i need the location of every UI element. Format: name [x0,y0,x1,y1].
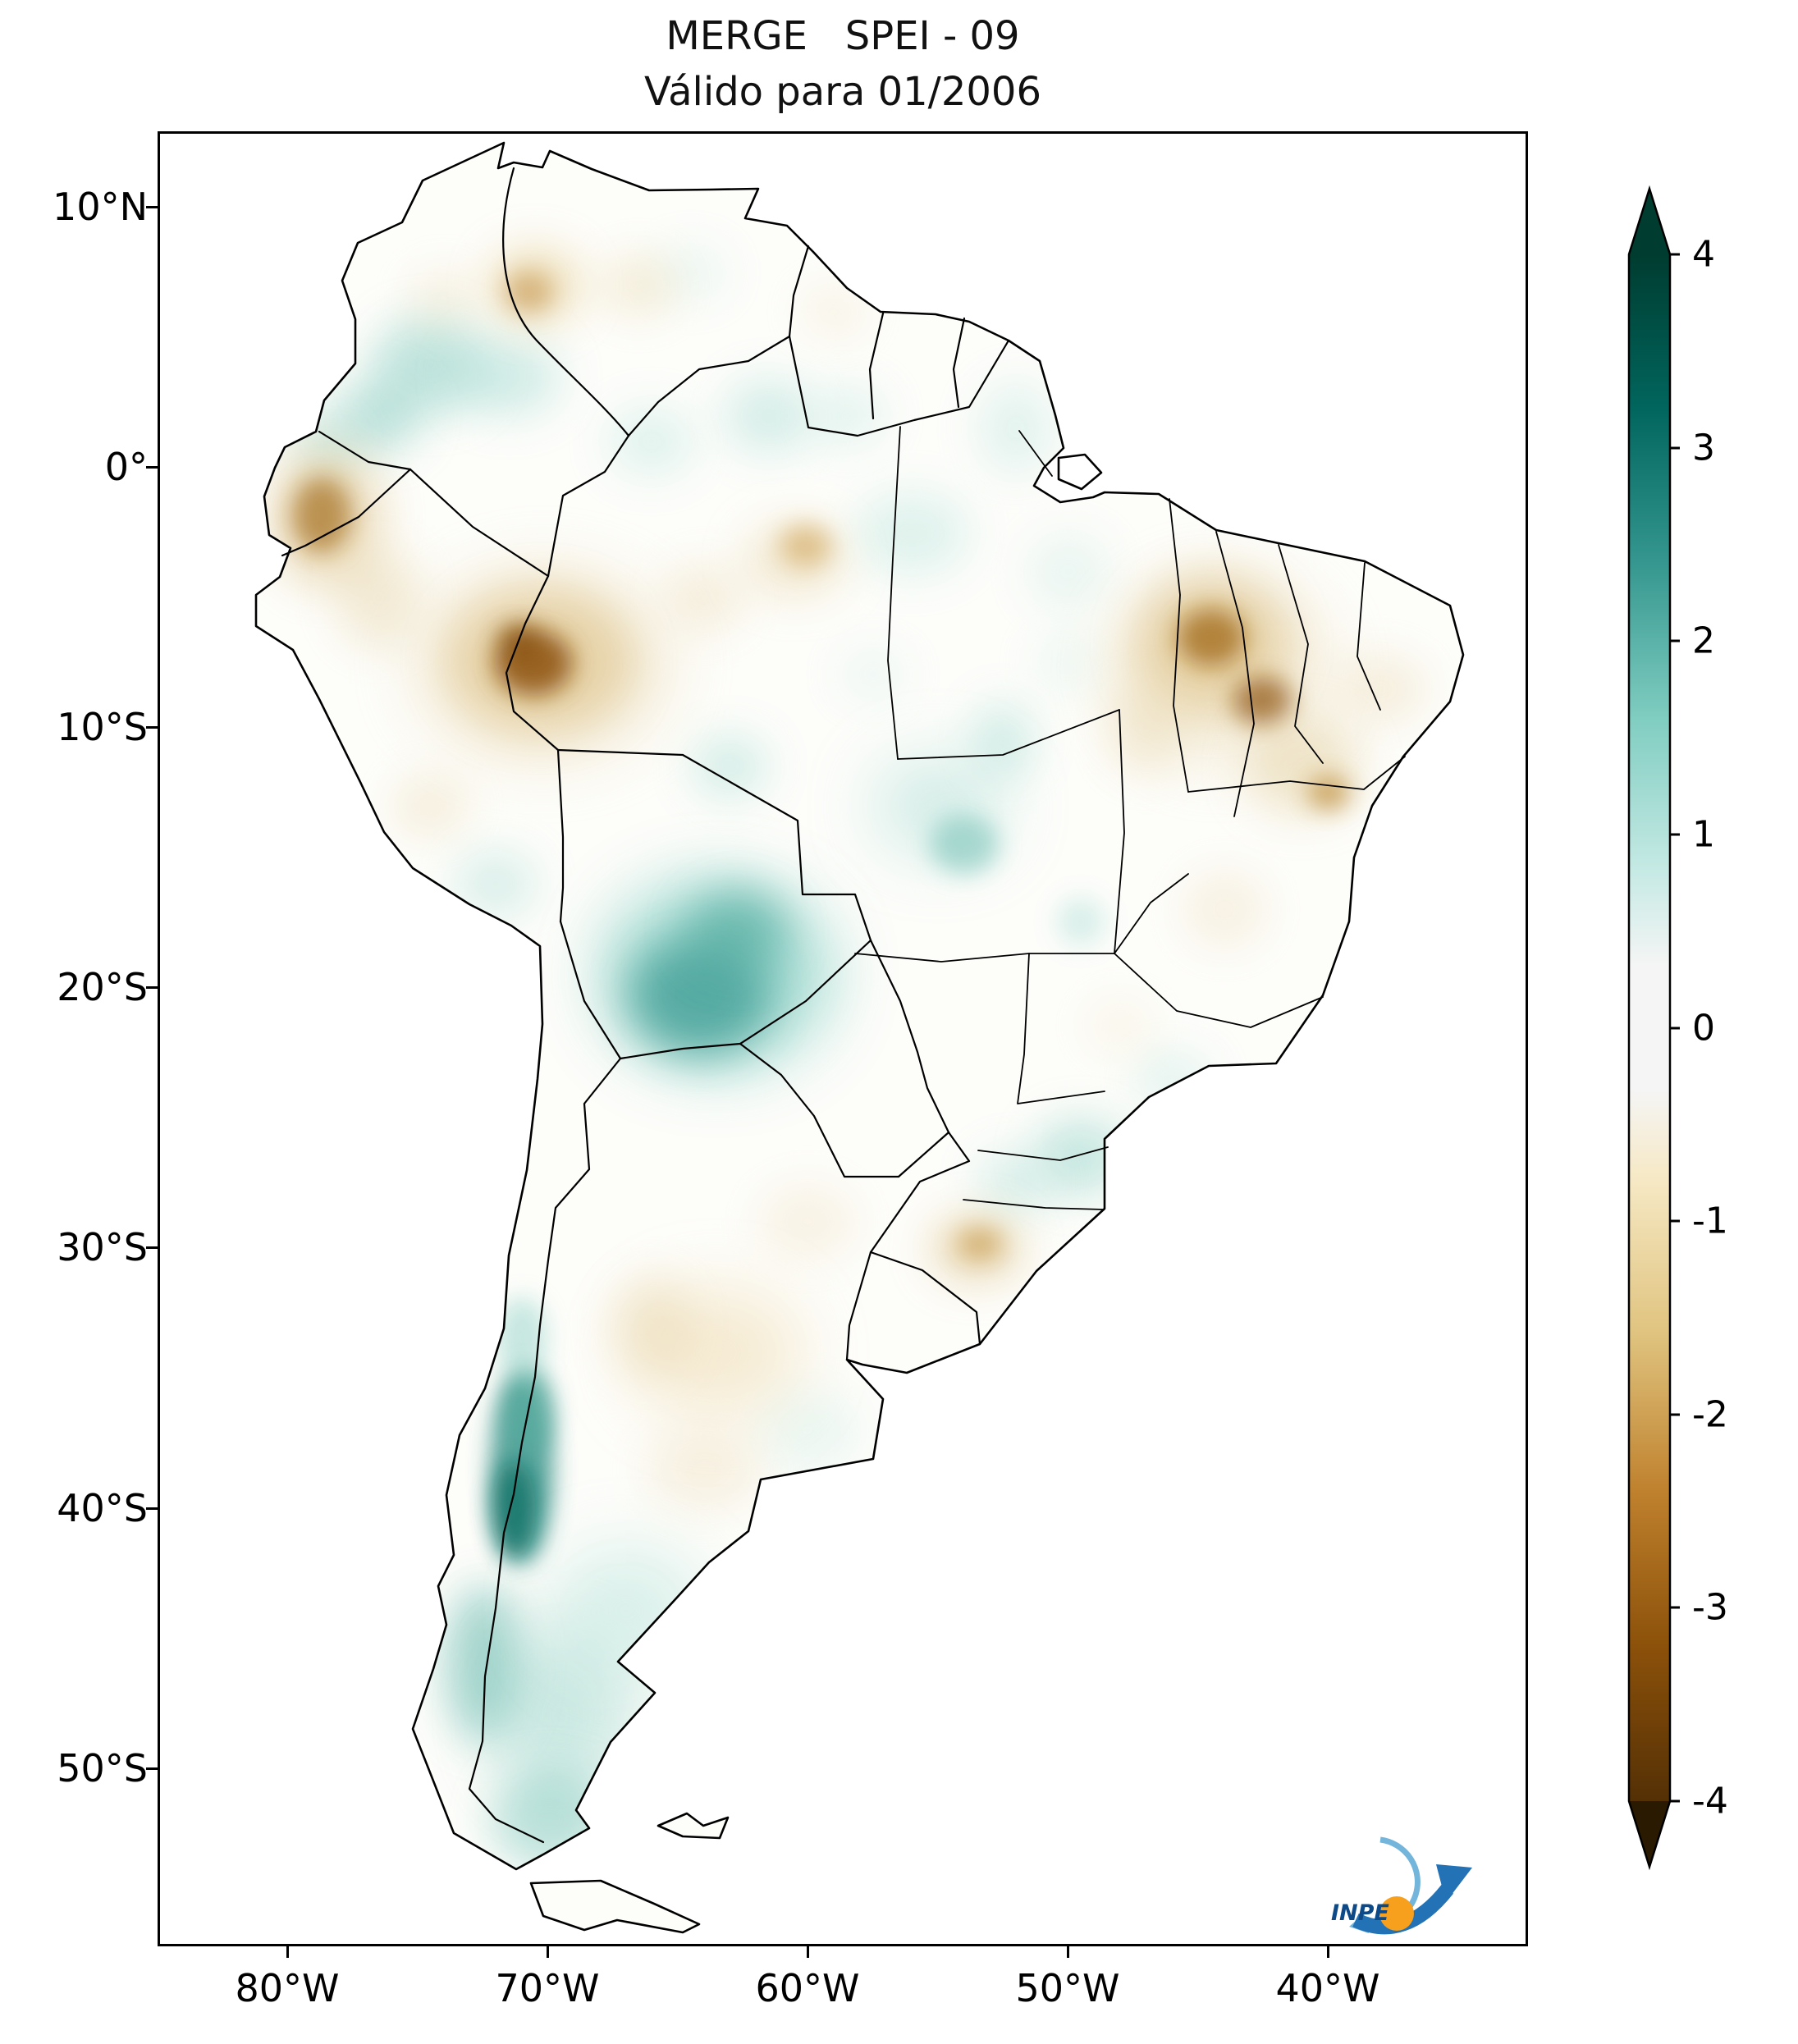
map-canvas: INPE [158,131,1528,1946]
tick-mark [146,466,158,469]
y-tick-label: 50°S [57,1746,148,1790]
colorbar-tick-label: 4 [1692,233,1715,276]
tick-mark [146,986,158,989]
tierra-del-fuego-island [529,1879,701,1934]
y-tick-label: 10°N [53,185,148,229]
colorbar-tick-label: 2 [1692,620,1715,662]
tick-mark [146,1767,158,1770]
spei-field-blobs [268,248,1425,1868]
colorbar-extend-top [1629,189,1670,254]
tick-mark [146,726,158,729]
y-tick-label: 30°S [57,1225,148,1269]
x-tick-label: 80°W [235,1966,340,2010]
colorbar-tick-label: 1 [1692,813,1715,856]
colorbar-tick-label: -4 [1692,1780,1728,1822]
logo-arrowhead-icon [1436,1864,1472,1902]
x-tick-label: 50°W [1015,1966,1120,2010]
state-borders [854,426,1406,1210]
logo-text: INPE [1331,1900,1389,1926]
marajo-island [1057,453,1103,491]
colorbar-gradient [1629,254,1670,1801]
y-tick-label: 40°S [57,1486,148,1530]
tick-mark [807,1946,809,1958]
colorbar-tick-label: -1 [1692,1200,1728,1242]
colorbar-extend-bottom [1629,1801,1670,1867]
y-tick-label: 0° [104,445,148,489]
coastline [254,141,1465,1934]
colorbar-tick-label: 0 [1692,1007,1715,1049]
colorbar-tick-label: 3 [1692,427,1715,469]
small-island [657,1812,730,1840]
colorbar-tick-label: -3 [1692,1586,1728,1629]
map-frame [158,131,1528,1946]
colorbar [1627,185,1680,1871]
tick-mark [146,206,158,208]
y-tick-label: 10°S [57,705,148,749]
x-tick-label: 70°W [495,1966,600,2010]
inpe-logo: INPE [1331,1836,1472,1935]
page-subtitle: Válido para 01/2006 [644,69,1041,115]
page-title: MERGE SPEI - 09 [666,13,1020,59]
tick-mark [547,1946,549,1958]
tick-mark [1327,1946,1329,1958]
country-borders [281,167,1010,1844]
x-tick-label: 60°W [755,1966,860,2010]
tick-mark [146,1507,158,1510]
colorbar-tick-label: -2 [1692,1393,1728,1436]
y-tick-label: 20°S [57,965,148,1009]
tick-mark [1067,1946,1069,1958]
tick-mark [146,1246,158,1249]
colorbar-tick-marks [1670,253,1680,1803]
tick-mark [286,1946,289,1958]
logo-orange-globe-icon [1379,1896,1414,1931]
x-tick-label: 40°W [1275,1966,1380,2010]
